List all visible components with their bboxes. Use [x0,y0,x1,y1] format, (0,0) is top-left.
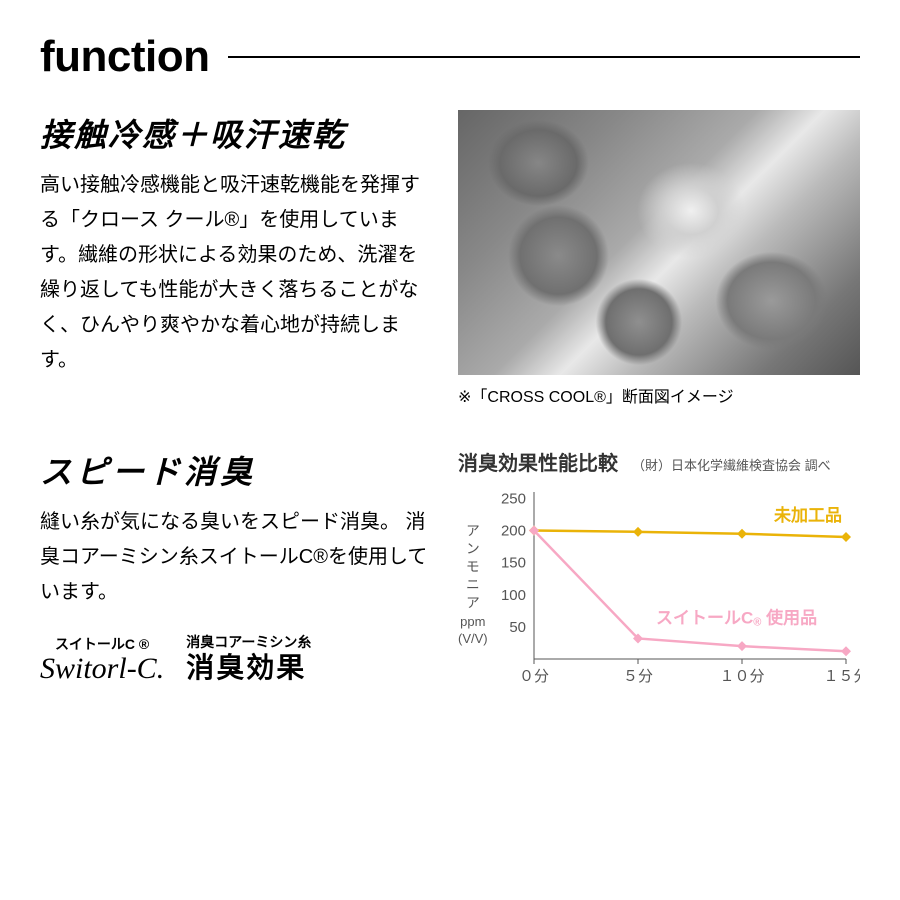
svg-text:１０分: １０分 [719,668,764,685]
svg-text:５分: ５分 [623,668,653,685]
section-cooling: 接触冷感＋吸汗速乾 高い接触冷感機能と吸汗速乾機能を発揮する「クロース クール®… [40,110,860,407]
svg-text:100: 100 [501,587,526,604]
deodorant-body: 縫い糸が気になる臭いをスピード消臭。 消臭コアーミシン糸スイトールC®を使用して… [40,505,430,610]
header-rule [228,56,860,58]
deodorant-effect-logo-top: 消臭コアーミシン糸 [186,632,311,652]
switorl-logo-top: スイトールC ® [40,634,164,654]
image-caption: ※「CROSS COOL®」断面図イメージ [458,383,860,407]
svg-text:未加工品: 未加工品 [773,505,842,525]
svg-text:スイトールC® 使用品: スイトールC® 使用品 [656,608,817,629]
svg-text:50: 50 [509,619,526,636]
deodorant-effect-logo: 消臭コアーミシン糸 消臭効果 [186,632,311,684]
svg-text:１５分: １５分 [823,668,860,685]
section-header: function [40,32,860,82]
header-title: function [40,32,210,82]
switorl-logo-script: Switorl‑C. [40,654,164,684]
deodorant-title: スピード消臭 [40,447,430,493]
chart-yaxis-label: アンモニア ppm (V/V) [458,482,492,687]
svg-text:０分: ０分 [519,668,549,685]
svg-text:200: 200 [501,523,526,540]
cooling-body: 高い接触冷感機能と吸汗速乾機能を発揮する「クロース クール®」を使用しています。… [40,168,430,378]
chart-yaxis-unit-top: ppm [460,615,485,629]
chart-yaxis-label-text: アンモニア [463,523,483,613]
chart-title: 消臭効果性能比較 [458,447,618,476]
svg-text:250: 250 [501,490,526,507]
section-deodorant: スピード消臭 縫い糸が気になる臭いをスピード消臭。 消臭コアーミシン糸スイトール… [40,447,860,687]
chart-plot: 50 100 150 200 250 ０分 ５分 １０分 １５分 未加工品スイトールC® 使用品 [492,482,860,687]
chart-yaxis-unit-bot: (V/V) [458,632,488,646]
svg-text:150: 150 [501,555,526,572]
brand-logo-row: スイトールC ® Switorl‑C. 消臭コアーミシン糸 消臭効果 [40,632,430,684]
switorl-logo: スイトールC ® Switorl‑C. [40,634,164,684]
fiber-cross-section-image [458,110,860,375]
deodorant-effect-logo-bottom: 消臭効果 [186,652,311,684]
chart-source: （財）日本化学繊維検査協会 調べ [632,455,831,474]
deodorant-chart: 消臭効果性能比較 （財）日本化学繊維検査協会 調べ アンモニア ppm (V/V… [458,447,860,687]
cooling-title: 接触冷感＋吸汗速乾 [40,110,430,156]
